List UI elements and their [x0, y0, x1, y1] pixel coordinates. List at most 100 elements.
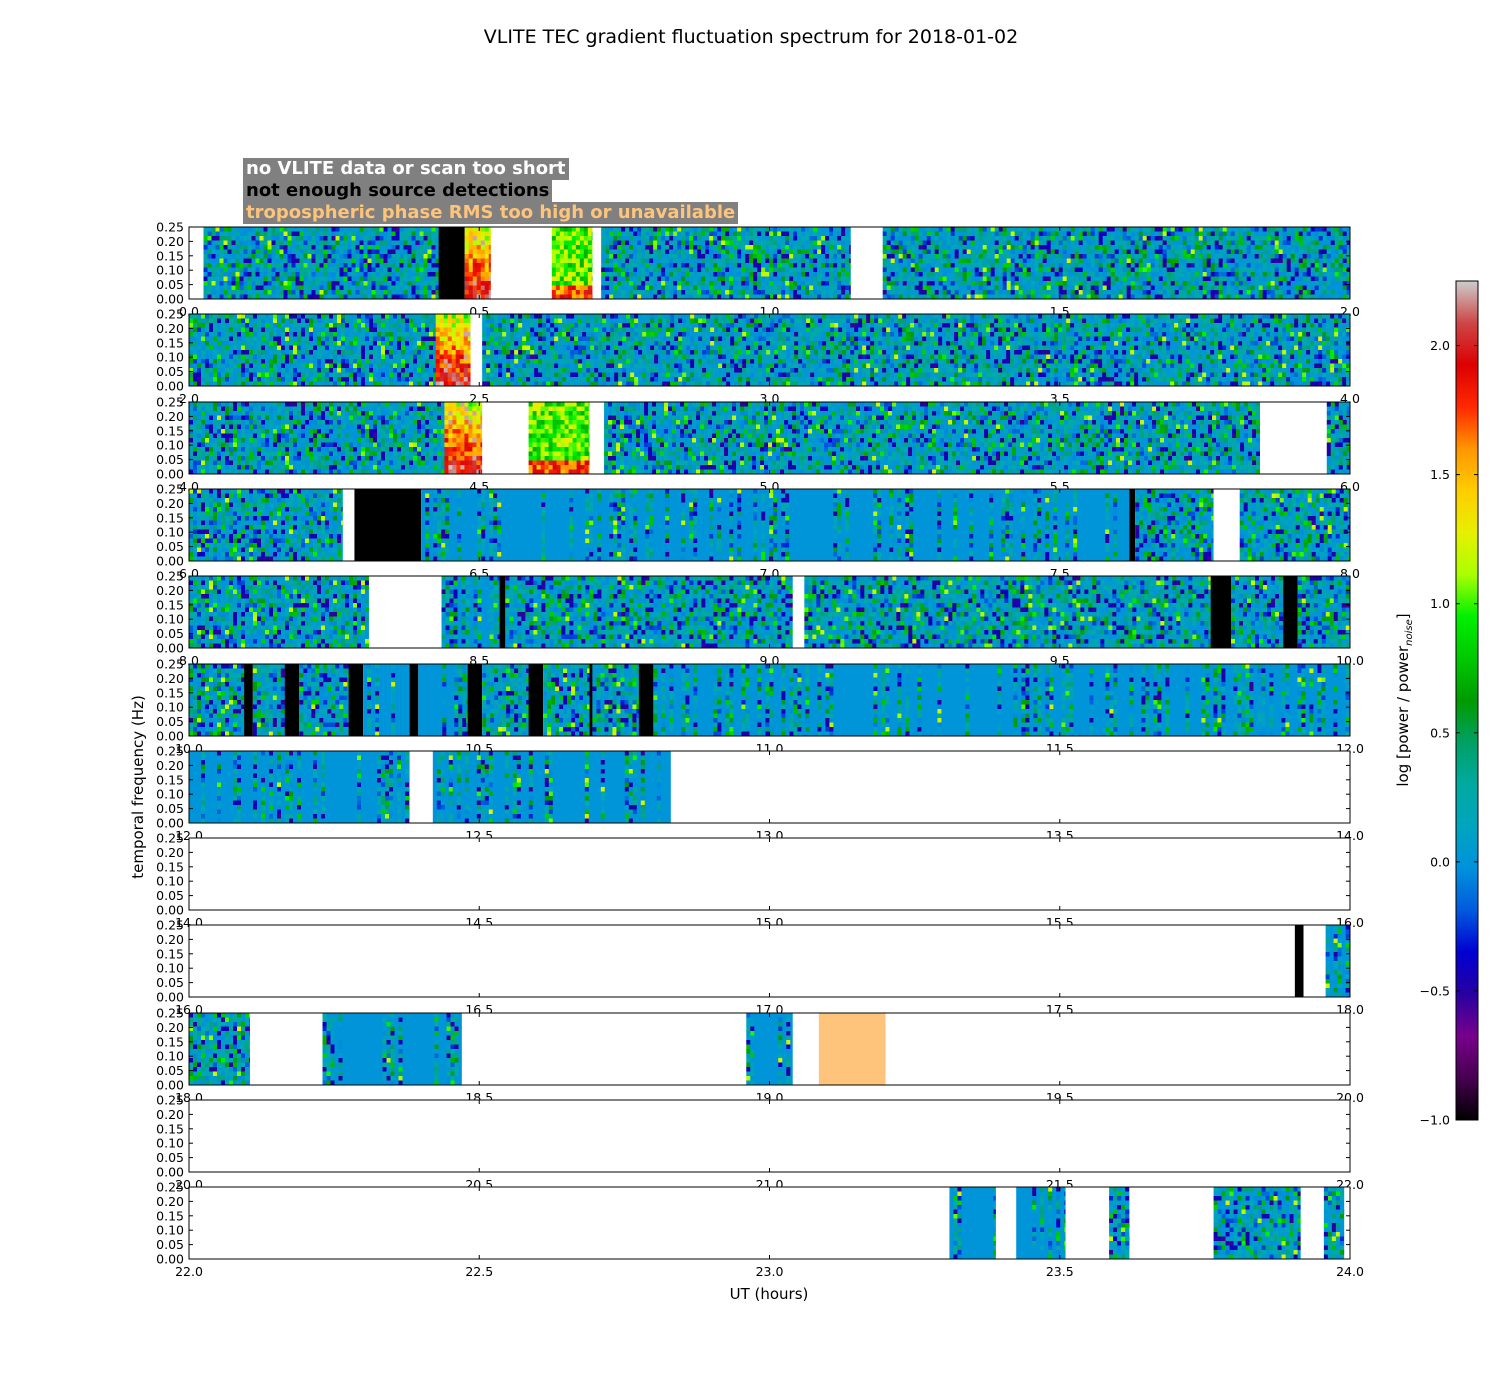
spectrum-cell — [1082, 245, 1087, 250]
spectrum-cell — [249, 350, 254, 355]
spectrum-cell — [617, 285, 622, 291]
spectrum-cell — [263, 263, 268, 268]
spectrum-cell — [329, 354, 334, 360]
spectrum-cell — [1102, 258, 1107, 264]
spectrum-cell — [333, 363, 338, 369]
spectrum-cell — [285, 336, 290, 342]
spectrum-cell — [211, 245, 216, 250]
spectrum-cell — [894, 294, 899, 300]
spectrum-cell — [285, 381, 290, 387]
spectrum-cell — [567, 254, 573, 259]
spectrum-cell — [661, 236, 666, 241]
spectrum-cell — [267, 258, 272, 264]
spectrum-cell — [567, 263, 573, 268]
spectrum-cell — [1018, 290, 1023, 295]
spectrum-cell — [1094, 290, 1099, 295]
spectrum-cell — [472, 290, 478, 295]
spectrum-cell — [898, 227, 903, 232]
spectrum-cell — [1194, 258, 1199, 264]
spectrum-cell — [1326, 240, 1331, 246]
spectrum-cell — [1286, 267, 1291, 273]
spectrum-cell — [221, 332, 226, 337]
spectrum-cell — [243, 294, 248, 300]
spectrum-cell — [625, 281, 630, 286]
spectrum-cell — [1166, 290, 1171, 295]
spectrum-cell — [1194, 231, 1199, 237]
spectrum-cell — [343, 236, 348, 241]
segment-hot — [464, 227, 492, 300]
spectrum-cell — [1026, 227, 1031, 232]
spectrum-cell — [255, 285, 260, 291]
spectrum-cell — [484, 231, 490, 237]
spectrum-cell — [1210, 281, 1215, 286]
spectrum-cell — [1262, 227, 1267, 232]
spectrum-cell — [484, 236, 490, 241]
spectrum-cell — [1250, 285, 1255, 291]
spectrum-cell — [1302, 281, 1307, 286]
spectrum-cell — [381, 359, 386, 364]
spectrum-cell — [745, 231, 750, 237]
spectrum-cell — [1234, 294, 1239, 300]
spectrum-cell — [289, 341, 294, 346]
spectrum-cell — [275, 240, 280, 246]
spectrum-cell — [283, 290, 288, 295]
spectrum-cell — [890, 290, 895, 295]
spectrum-cell — [753, 272, 758, 277]
spectrum-cell — [673, 263, 678, 268]
spectrum-cell — [307, 267, 312, 273]
spectrum-cell — [1018, 245, 1023, 250]
spectrum-cell — [633, 249, 638, 255]
spectrum-cell — [1082, 281, 1087, 286]
spectrum-cell — [217, 314, 222, 319]
spectrum-cell — [279, 294, 284, 300]
spectrum-cell — [805, 249, 810, 255]
spectrum-cell — [633, 272, 638, 277]
spectrum-cell — [255, 290, 260, 295]
spectrum-cell — [601, 263, 606, 268]
spectrum-cell — [1006, 258, 1011, 264]
spectrum-cell — [579, 281, 585, 286]
spectrum-cell — [693, 281, 698, 286]
spectrum-cell — [1146, 231, 1151, 237]
spectrum-cell — [197, 381, 202, 387]
spectrum-cell — [431, 258, 436, 264]
spectrum-cell — [297, 327, 302, 333]
spectrum-cell — [263, 267, 268, 273]
spectrum-cell — [757, 231, 762, 237]
spectrum-cell — [637, 227, 642, 232]
spectrum-cell — [239, 294, 244, 300]
spectrum-cell — [701, 285, 706, 291]
spectrum-cell — [1302, 236, 1307, 241]
spectrum-cell — [697, 294, 702, 300]
spectrum-cell — [261, 372, 266, 378]
spectrum-cell — [241, 336, 246, 342]
spectrum-cell — [809, 240, 814, 246]
spectrum-cell — [942, 281, 947, 286]
spectrum-cell — [1166, 231, 1171, 237]
spectrum-cell — [649, 263, 654, 268]
spectrum-cell — [661, 254, 666, 259]
spectrum-cell — [1018, 272, 1023, 277]
spectrum-cell — [359, 294, 364, 300]
spectrum-cell — [986, 276, 991, 282]
spectrum-cell — [986, 254, 991, 259]
spectrum-cell — [381, 323, 386, 328]
spectrum-cell — [1230, 236, 1235, 241]
spectrum-cell — [1030, 240, 1035, 246]
spectrum-cell — [269, 368, 274, 373]
spectrum-cell — [1202, 249, 1207, 255]
spectrum-cell — [637, 267, 642, 273]
spectrum-cell — [189, 368, 194, 373]
spectrum-cell — [1290, 240, 1295, 246]
spectrum-cell — [825, 258, 830, 264]
spectrum-cell — [583, 263, 589, 268]
spectrum-cell — [311, 281, 316, 286]
spectrum-cell — [733, 290, 738, 295]
spectrum-cell — [817, 258, 822, 264]
spectrum-cell — [1298, 254, 1303, 259]
spectrum-cell — [617, 227, 622, 232]
spectrum-cell — [291, 276, 296, 282]
spectrum-cell — [293, 341, 298, 346]
spectrum-cell — [753, 285, 758, 291]
spectrum-cell — [277, 318, 282, 324]
